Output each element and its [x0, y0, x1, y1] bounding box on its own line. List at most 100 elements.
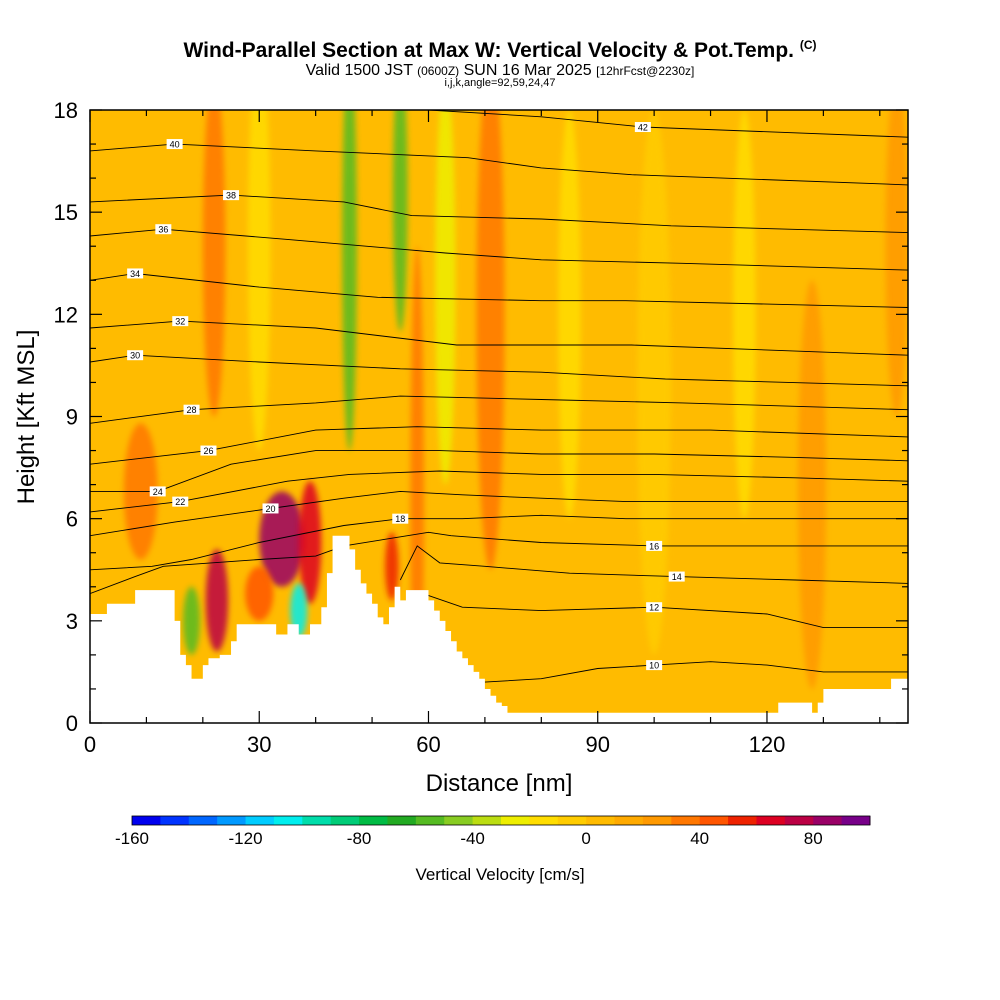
velocity-cell [435, 110, 456, 485]
contour-label: 28 [187, 405, 197, 415]
contour-label: 30 [130, 351, 140, 361]
colorbar-swatch [614, 816, 644, 825]
contour-label: 18 [395, 514, 405, 524]
velocity-cell [259, 491, 305, 587]
velocity-cell [558, 110, 581, 519]
colorbar-swatch [756, 816, 786, 825]
velocity-cell [245, 566, 274, 621]
contour-label: 40 [170, 140, 180, 150]
colorbar-label: -40 [460, 829, 485, 848]
colorbar-swatch [784, 816, 814, 825]
contour-label: 12 [649, 603, 659, 613]
velocity-cell [202, 110, 226, 417]
colorbar-swatch [330, 816, 360, 825]
contour-label: 10 [649, 661, 659, 671]
y-tick-label: 18 [54, 98, 78, 123]
colorbar-swatch [501, 816, 530, 825]
colorbar-swatch [245, 816, 275, 825]
theta-contour [90, 490, 908, 537]
colorbar-swatch [472, 816, 502, 825]
y-tick-label: 0 [66, 711, 78, 736]
contour-label-bg [668, 571, 685, 582]
colorbar-swatch [841, 816, 871, 825]
colorbar-swatch [415, 816, 445, 825]
velocity-cell [392, 110, 408, 332]
chart-title: Wind-Parallel Section at Max W: Vertical… [0, 38, 1000, 63]
velocity-cell [733, 110, 756, 519]
title-main: Wind-Parallel Section at Max W: Vertical… [183, 39, 794, 62]
y-tick-label: 6 [66, 507, 78, 532]
contour-label: 22 [175, 497, 185, 507]
theta-contour [399, 545, 908, 584]
y-tick-label: 9 [66, 405, 78, 430]
colorbar-swatch [302, 816, 332, 825]
contour-label-bg [646, 660, 663, 671]
x-tick-label: 120 [749, 732, 786, 757]
x-tick-label: 60 [416, 732, 440, 757]
velocity-cell [298, 481, 322, 604]
contour-label: 14 [672, 572, 682, 582]
contour-label-bg [166, 139, 183, 150]
y-tick-label: 3 [66, 609, 78, 634]
colorbar-title: Vertical Velocity [cm/s] [415, 865, 584, 884]
velocity-cell [797, 280, 827, 689]
velocity-cell [385, 532, 399, 601]
theta-contour [90, 470, 908, 513]
y-axis-title: Height [Kft MSL] [13, 330, 40, 505]
colorbar-swatch [217, 816, 247, 825]
contour-label: 32 [175, 317, 185, 327]
contour-label-bg [155, 224, 172, 235]
colorbar-swatch [387, 816, 417, 825]
contour-label: 26 [203, 446, 213, 456]
colorbar-label: 0 [581, 829, 590, 848]
colorbar-swatch [160, 816, 190, 825]
y-tick-label: 15 [54, 200, 78, 225]
valid-date: SUN 16 Mar 2025 [463, 62, 592, 79]
contour-label-bg [149, 486, 166, 497]
contour-label-bg [127, 268, 144, 279]
colorbar-label: -120 [229, 829, 263, 848]
colorbar-swatch [671, 816, 701, 825]
colorbar-swatch [188, 816, 218, 825]
colorbar-swatch [444, 816, 474, 825]
forecast-info: [12hrFcst@2230z] [596, 64, 695, 78]
colorbar-swatch [359, 816, 388, 825]
contour-label-bg [172, 496, 189, 507]
colorbar-swatch [728, 816, 757, 825]
velocity-cell [476, 110, 505, 570]
contour-label-bg [172, 316, 189, 327]
colorbar-label: 80 [804, 829, 823, 848]
colorbar-swatch [529, 816, 559, 825]
contour-label-bg [646, 540, 663, 551]
y-tick-label: 12 [54, 302, 78, 327]
contour-label-bg [634, 122, 651, 133]
contour-label: 38 [226, 191, 236, 201]
colorbar-label: -160 [115, 829, 149, 848]
colorbar-swatch [642, 816, 672, 825]
theta-contour [484, 661, 908, 683]
contour-label-bg [262, 503, 279, 514]
colorbar-swatch [557, 816, 587, 825]
velocity-cell [637, 110, 672, 655]
valid-utc: (0600Z) [417, 64, 460, 78]
theta-contour [90, 531, 908, 595]
title-tag: (C) [799, 38, 817, 52]
colorbar-swatch [813, 816, 843, 825]
x-tick-label: 0 [84, 732, 96, 757]
colorbar-swatch [132, 816, 161, 825]
contour-label-bg [223, 190, 240, 201]
contour-label-bg [392, 513, 409, 524]
velocity-cell [205, 549, 229, 652]
valid-time: Valid 1500 JST [305, 62, 413, 79]
contour-label: 36 [158, 225, 168, 235]
contour-label: 42 [638, 123, 648, 133]
colorbar-label: -80 [347, 829, 372, 848]
colorbar-swatch [699, 816, 729, 825]
colorbar-swatch [586, 816, 616, 825]
colorbar-swatch [273, 816, 303, 825]
velocity-cell [247, 110, 271, 451]
vertical-velocity-field [123, 110, 908, 723]
x-axis-title: Distance [nm] [426, 770, 573, 797]
